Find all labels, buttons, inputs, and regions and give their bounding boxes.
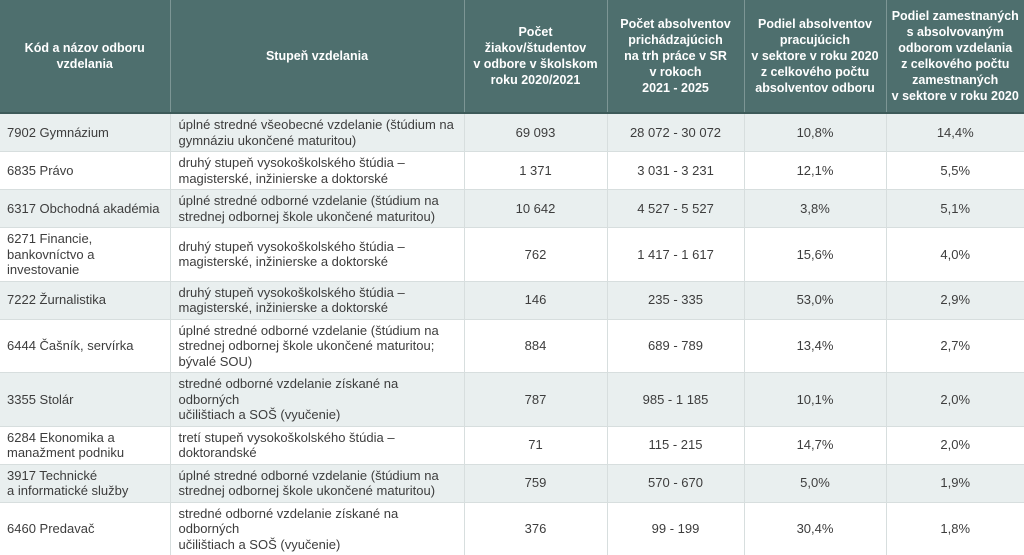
- cell-graduate-count: 115 - 215: [606, 425, 745, 465]
- cell-education-level: druhý stupeň vysokoškolského štúdia – ma…: [169, 227, 465, 282]
- cell-sector-share: 3,8%: [743, 189, 887, 228]
- cell-code-name: 7902 Gymnázium: [0, 113, 171, 152]
- cell-employed-share: 2,0%: [885, 372, 1024, 427]
- cell-graduate-count: 570 - 670: [606, 463, 745, 503]
- cell-education-level: druhý stupeň vysokoškolského štúdia – ma…: [169, 151, 465, 190]
- cell-education-level: úplné stredné odborné vzdelanie (štúdium…: [169, 463, 465, 503]
- cell-student-count: 762: [463, 227, 608, 282]
- cell-graduate-count: 4 527 - 5 527: [606, 189, 745, 228]
- cell-employed-share: 4,0%: [885, 227, 1024, 282]
- table-body: 7902 Gymnázium úplné stredné všeobecné v…: [0, 113, 1024, 555]
- cell-employed-share: 5,1%: [885, 189, 1024, 228]
- cell-employed-share: 2,9%: [885, 280, 1024, 320]
- cell-sector-share: 15,6%: [743, 227, 887, 282]
- table-row: 3355 Stolár stredné odborné vzdelanie zí…: [0, 372, 1024, 427]
- cell-education-level: stredné odborné vzdelanie získané na odb…: [169, 372, 465, 427]
- cell-student-count: 759: [463, 463, 608, 503]
- cell-code-name: 6835 Právo: [0, 151, 171, 190]
- cell-student-count: 146: [463, 280, 608, 320]
- col-header-code-name: Kód a názov odboru vzdelania: [0, 0, 171, 114]
- cell-employed-share: 14,4%: [885, 113, 1024, 152]
- col-header-education-level: Stupeň vzdelania: [170, 0, 465, 114]
- cell-employed-share: 1,9%: [885, 463, 1024, 503]
- col-header-employed-share: Podiel zamestnaných s absolvovaným odbor…: [886, 0, 1024, 114]
- cell-student-count: 71: [463, 425, 608, 465]
- col-header-sector-share: Podiel absolventov pracujúcich v sektore…: [744, 0, 887, 114]
- cell-sector-share: 5,0%: [743, 463, 887, 503]
- cell-education-level: stredné odborné vzdelanie získané na odb…: [169, 501, 465, 555]
- cell-graduate-count: 1 417 - 1 617: [606, 227, 745, 282]
- cell-graduate-count: 235 - 335: [606, 280, 745, 320]
- cell-graduate-count: 28 072 - 30 072: [606, 113, 745, 152]
- cell-student-count: 376: [463, 501, 608, 555]
- col-header-student-count: Počet žiakov/študentov v odbore v školsk…: [464, 0, 608, 114]
- cell-graduate-count: 985 - 1 185: [606, 372, 745, 427]
- cell-code-name: 6271 Financie, bankovníctvo a investovan…: [0, 227, 171, 282]
- cell-employed-share: 2,7%: [885, 318, 1024, 373]
- table-row: 7222 Žurnalistika druhý stupeň vysokoško…: [0, 280, 1024, 320]
- cell-sector-share: 10,1%: [743, 372, 887, 427]
- table-row: 6271 Financie, bankovníctvo a investovan…: [0, 227, 1024, 282]
- table-row: 6317 Obchodná akadémia úplné stredné odb…: [0, 189, 1024, 228]
- cell-student-count: 884: [463, 318, 608, 373]
- cell-student-count: 10 642: [463, 189, 608, 228]
- table-row: 6444 Čašník, servírka úplné stredné odbo…: [0, 318, 1024, 373]
- cell-sector-share: 13,4%: [743, 318, 887, 373]
- cell-sector-share: 53,0%: [743, 280, 887, 320]
- cell-graduate-count: 99 - 199: [606, 501, 745, 555]
- cell-student-count: 1 371: [463, 151, 608, 190]
- cell-employed-share: 2,0%: [885, 425, 1024, 465]
- cell-education-level: tretí stupeň vysokoškolského štúdia – do…: [169, 425, 465, 465]
- table-row: 6460 Predavač stredné odborné vzdelanie …: [0, 501, 1024, 555]
- cell-employed-share: 1,8%: [885, 501, 1024, 555]
- cell-education-level: úplné stredné odborné vzdelanie (štúdium…: [169, 189, 465, 228]
- cell-code-name: 3917 Technické a informatické služby: [0, 463, 171, 503]
- cell-student-count: 69 093: [463, 113, 608, 152]
- cell-code-name: 6460 Predavač: [0, 501, 171, 555]
- cell-code-name: 3355 Stolár: [0, 372, 171, 427]
- cell-sector-share: 30,4%: [743, 501, 887, 555]
- cell-graduate-count: 689 - 789: [606, 318, 745, 373]
- table-header-row: Kód a názov odboru vzdelania Stupeň vzde…: [0, 0, 1024, 114]
- table-row: 3917 Technické a informatické služby úpl…: [0, 463, 1024, 503]
- cell-education-level: úplné stredné odborné vzdelanie (štúdium…: [169, 318, 465, 373]
- col-header-graduate-count: Počet absolventov prichádzajúcich na trh…: [607, 0, 745, 114]
- table-row: 7902 Gymnázium úplné stredné všeobecné v…: [0, 113, 1024, 152]
- cell-code-name: 7222 Žurnalistika: [0, 280, 171, 320]
- cell-sector-share: 12,1%: [743, 151, 887, 190]
- cell-employed-share: 5,5%: [885, 151, 1024, 190]
- cell-education-level: druhý stupeň vysokoškolského štúdia – ma…: [169, 280, 465, 320]
- cell-code-name: 6284 Ekonomika a manažment podniku: [0, 425, 171, 465]
- cell-code-name: 6444 Čašník, servírka: [0, 318, 171, 373]
- cell-graduate-count: 3 031 - 3 231: [606, 151, 745, 190]
- cell-sector-share: 14,7%: [743, 425, 887, 465]
- cell-sector-share: 10,8%: [743, 113, 887, 152]
- table-row: 6835 Právo druhý stupeň vysokoškolského …: [0, 151, 1024, 190]
- cell-code-name: 6317 Obchodná akadémia: [0, 189, 171, 228]
- table-row: 6284 Ekonomika a manažment podniku tretí…: [0, 425, 1024, 465]
- cell-student-count: 787: [463, 372, 608, 427]
- cell-education-level: úplné stredné všeobecné vzdelanie (štúdi…: [169, 113, 465, 152]
